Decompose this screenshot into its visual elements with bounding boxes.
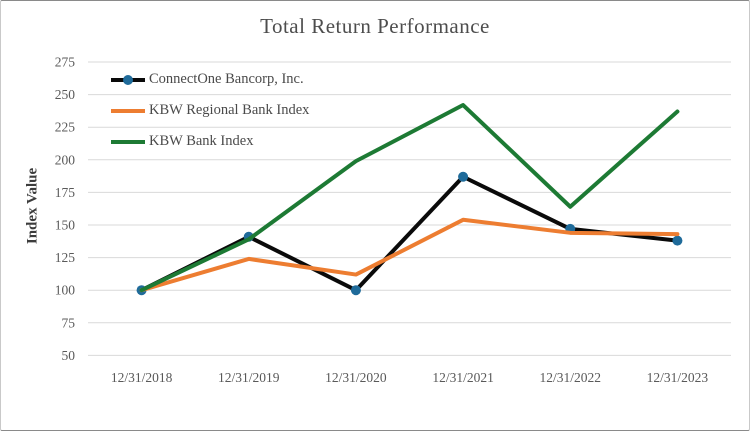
legend-item-kbw-bank: KBW Bank Index bbox=[111, 126, 309, 157]
y-tick-label: 225 bbox=[55, 120, 76, 135]
series-line-2 bbox=[139, 103, 680, 293]
legend-label-kbw-bank: KBW Bank Index bbox=[149, 133, 254, 149]
series-line-1 bbox=[139, 217, 680, 293]
x-tick-label: 12/31/2018 bbox=[111, 370, 173, 385]
legend-line-sample-kbw-regional bbox=[111, 108, 145, 113]
x-tick-label: 12/31/2022 bbox=[539, 370, 601, 385]
y-tick-label: 125 bbox=[55, 250, 76, 265]
x-tick-label: 12/31/2020 bbox=[325, 370, 387, 385]
y-tick-label: 75 bbox=[62, 315, 76, 330]
x-tick-label: 12/31/2023 bbox=[647, 370, 709, 385]
x-tick-label: 12/31/2021 bbox=[432, 370, 494, 385]
y-tick-label: 50 bbox=[62, 348, 76, 363]
chart-title: Total Return Performance bbox=[260, 14, 490, 38]
y-tick-label: 100 bbox=[55, 283, 76, 298]
data-point-marker bbox=[458, 171, 469, 182]
y-tick-label: 275 bbox=[55, 55, 76, 70]
legend-item-kbw-regional: KBW Regional Bank Index bbox=[111, 95, 309, 126]
x-tick-label: 12/31/2019 bbox=[218, 370, 280, 385]
legend-marker-dot-icon bbox=[123, 74, 133, 85]
chart-legend: ConnectOne Bancorp, Inc. KBW Regional Ba… bbox=[111, 64, 309, 157]
data-point-marker bbox=[350, 285, 361, 296]
legend-label-kbw-regional: KBW Regional Bank Index bbox=[149, 102, 310, 118]
legend-label-connectone: ConnectOne Bancorp, Inc. bbox=[149, 71, 304, 87]
y-tick-label: 150 bbox=[55, 218, 76, 233]
y-tick-label: 250 bbox=[55, 87, 76, 102]
y-axis-title: Index Value bbox=[24, 167, 41, 245]
data-point-marker bbox=[672, 235, 683, 246]
legend-line-sample-kbw-bank bbox=[111, 139, 145, 144]
legend-line-sample-connectone bbox=[111, 74, 145, 85]
y-tick-label: 200 bbox=[55, 152, 76, 167]
legend-item-connectone: ConnectOne Bancorp, Inc. bbox=[111, 64, 309, 95]
y-tick-label: 175 bbox=[55, 185, 76, 200]
